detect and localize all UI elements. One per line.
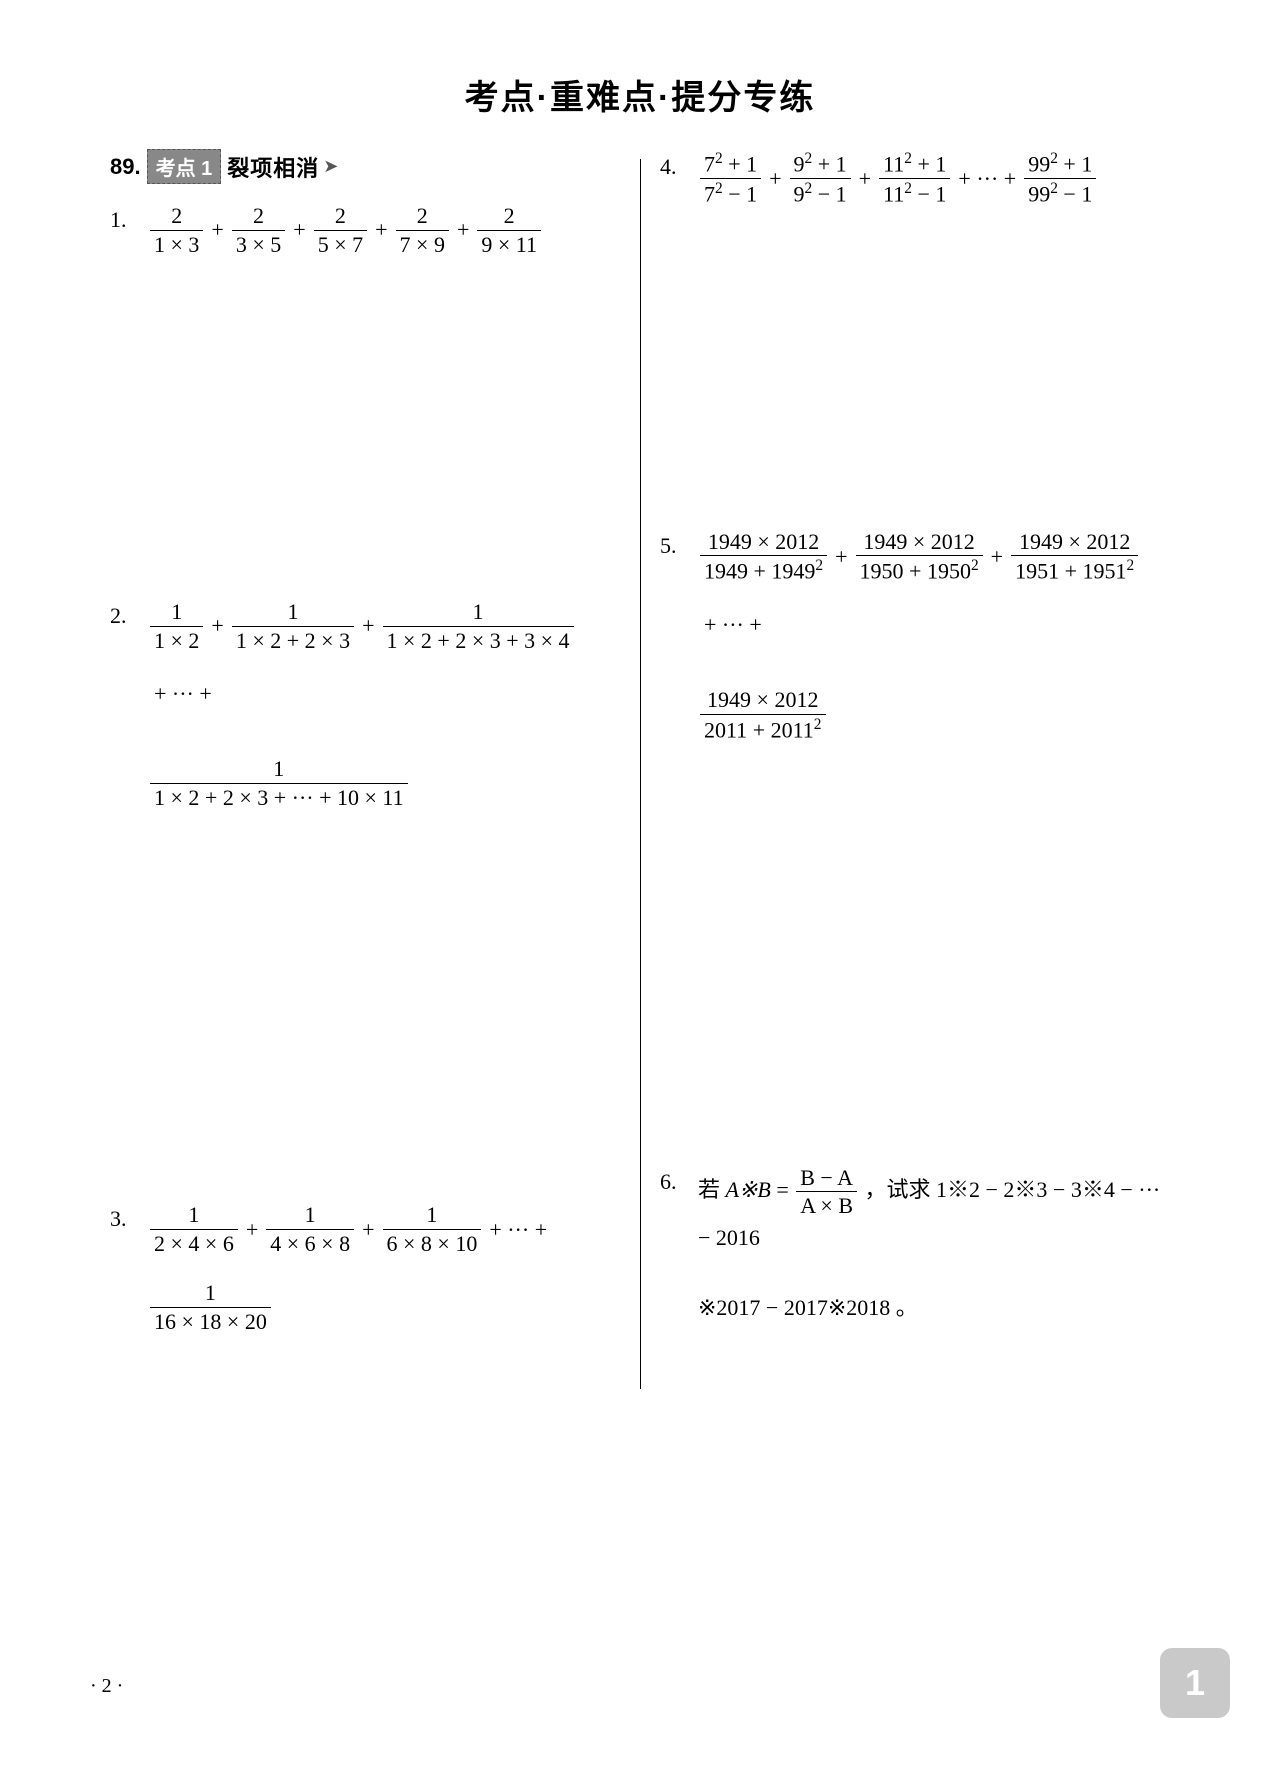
section-title: 裂项相消: [227, 151, 319, 183]
problem-number: 2.: [110, 598, 138, 633]
denominator: 1950 + 19502: [856, 556, 983, 585]
problem-math: 72 + 172 − 1 + 92 + 192 − 1 + 112 + 1112…: [698, 149, 1098, 208]
numerator: 2: [500, 202, 519, 230]
op-plus: +: [211, 608, 223, 643]
denominator: 2011 + 20112: [700, 715, 826, 744]
problem-math: 若 A※B = B − AA × B ，试求 1※2 − 2※3 − 3※4 −…: [698, 1164, 1170, 1326]
denominator: 112 − 1: [879, 179, 950, 208]
denominator: A × B: [796, 1192, 857, 1220]
numerator: 1949 × 2012: [1015, 528, 1134, 556]
denominator: 2 × 4 × 6: [150, 1230, 238, 1258]
numerator: 112 + 1: [879, 149, 950, 178]
numerator: 92 + 1: [790, 149, 851, 178]
problem-math: 11 × 2 + 11 × 2 + 2 × 3 + 11 × 2 + 2 × 3…: [148, 598, 620, 811]
problem-number: 6.: [660, 1164, 688, 1199]
op-plus: +: [769, 161, 781, 196]
problem-math: 21 × 3 + 23 × 5 + 25 × 7 + 27 × 9 + 29 ×…: [148, 202, 543, 258]
denominator: 72 − 1: [700, 179, 761, 208]
op-ellipsis: + ··· +: [704, 607, 762, 642]
corner-badge: 1: [1160, 1648, 1230, 1718]
denominator: 5 × 7: [314, 231, 367, 259]
numerator: 1949 × 2012: [859, 528, 978, 556]
numerator: 2: [249, 202, 268, 230]
op-plus: +: [835, 539, 847, 574]
denominator: 92 − 1: [790, 179, 851, 208]
denominator: 6 × 8 × 10: [383, 1230, 482, 1258]
text-pre: 若: [698, 1177, 726, 1202]
numerator: 1: [184, 1201, 203, 1229]
numerator: 992 + 1: [1024, 149, 1096, 178]
op-plus: +: [457, 212, 469, 247]
numerator: 1: [469, 598, 488, 626]
numerator: 1: [422, 1201, 441, 1229]
equals: =: [776, 1177, 794, 1202]
problem-5: 5. 1949 × 20121949 + 19492 + 1949 × 2012…: [660, 528, 1170, 744]
op-plus: +: [293, 212, 305, 247]
numerator: 72 + 1: [700, 149, 761, 178]
numerator: 2: [167, 202, 186, 230]
op-plus: +: [246, 1212, 258, 1247]
op-plus: +: [211, 212, 223, 247]
column-divider: [640, 159, 641, 1389]
problem-3: 3. 12 × 4 × 6 + 14 × 6 × 8 + 16 × 8 × 10…: [110, 1201, 620, 1335]
numerator: 1949 × 2012: [703, 686, 822, 714]
problem-math: 1949 × 20121949 + 19492 + 1949 × 2012195…: [698, 528, 1170, 744]
denominator: 16 × 18 × 20: [150, 1308, 271, 1336]
op-ellipsis: + ··· +: [958, 161, 1016, 196]
op-plus: +: [859, 161, 871, 196]
problem-4: 4. 72 + 172 − 1 + 92 + 192 − 1 + 112 + 1…: [660, 149, 1170, 208]
denominator: 1951 + 19512: [1011, 556, 1138, 585]
right-column: 4. 72 + 172 − 1 + 92 + 192 − 1 + 112 + 1…: [640, 149, 1190, 1335]
section-number: 89.: [110, 154, 141, 180]
section-header: 89. 考点 1 裂项相消 ➤: [110, 149, 620, 184]
op-plus: +: [362, 1212, 374, 1247]
numerator: 1: [269, 755, 288, 783]
op-ellipsis: + ··· +: [489, 1212, 547, 1247]
denominator: 7 × 9: [396, 231, 449, 259]
denominator: 992 − 1: [1024, 179, 1096, 208]
denominator: 1949 + 19492: [700, 556, 827, 585]
problem-math: 12 × 4 × 6 + 14 × 6 × 8 + 16 × 8 × 10 + …: [148, 1201, 620, 1335]
numerator: 1: [201, 1279, 220, 1307]
section-badge: 考点 1: [147, 149, 222, 184]
numerator: 2: [413, 202, 432, 230]
denominator: 4 × 6 × 8: [266, 1230, 354, 1258]
problem-number: 4.: [660, 149, 688, 184]
denominator: 3 × 5: [232, 231, 285, 259]
page-number: · 2 ·: [90, 1675, 123, 1698]
def-left: A※B: [726, 1177, 771, 1202]
op-plus: +: [991, 539, 1003, 574]
denominator: 1 × 2 + 2 × 3 + ··· + 10 × 11: [150, 784, 408, 812]
denominator: 1 × 3: [150, 231, 203, 259]
denominator: 1 × 2: [150, 627, 203, 655]
op-plus: +: [375, 212, 387, 247]
denominator: 9 × 11: [477, 231, 541, 259]
content-area: 89. 考点 1 裂项相消 ➤ 1. 21 × 3 + 23 × 5 + 25 …: [0, 149, 1280, 1335]
problem-number: 3.: [110, 1201, 138, 1236]
problem-6: 6. 若 A※B = B − AA × B ，试求 1※2 − 2※3 − 3※…: [660, 1164, 1170, 1326]
problem-2: 2. 11 × 2 + 11 × 2 + 2 × 3 + 11 × 2 + 2 …: [110, 598, 620, 811]
problem-1: 1. 21 × 3 + 23 × 5 + 25 × 7 + 27 × 9 + 2…: [110, 202, 620, 258]
denominator: 1 × 2 + 2 × 3 + 3 × 4: [383, 627, 574, 655]
numerator: 1949 × 2012: [704, 528, 823, 556]
section-arrow-icon: ➤: [323, 156, 338, 177]
numerator: 1: [301, 1201, 320, 1229]
page-title: 考点·重难点·提分专练: [0, 0, 1280, 119]
left-column: 89. 考点 1 裂项相消 ➤ 1. 21 × 3 + 23 × 5 + 25 …: [90, 149, 640, 1335]
numerator: B − A: [796, 1164, 857, 1192]
numerator: 1: [167, 598, 186, 626]
text-post-2: ※2017 − 2017※2018 。: [698, 1295, 918, 1320]
op-plus: +: [362, 608, 374, 643]
numerator: 2: [331, 202, 350, 230]
numerator: 1: [283, 598, 302, 626]
op-ellipsis: + ··· +: [154, 676, 212, 711]
problem-number: 1.: [110, 202, 138, 237]
denominator: 1 × 2 + 2 × 3: [232, 627, 354, 655]
problem-number: 5.: [660, 528, 688, 563]
